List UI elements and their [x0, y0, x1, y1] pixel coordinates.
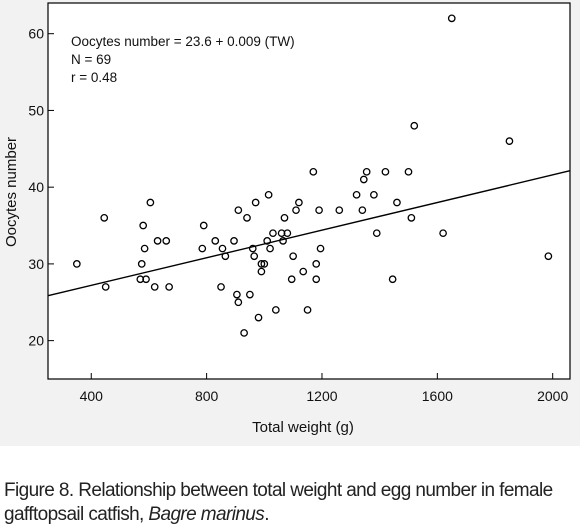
- data-point: [370, 190, 378, 199]
- x-tick-label: 1200: [306, 388, 337, 404]
- data-point: [165, 283, 173, 291]
- y-tick-label: 30: [28, 256, 44, 272]
- caption-period: .: [264, 504, 269, 525]
- data-point: [287, 275, 296, 284]
- data-point: [248, 244, 257, 253]
- data-point: [439, 229, 447, 238]
- data-point: [316, 244, 325, 253]
- data-point: [358, 206, 367, 215]
- data-point: [289, 252, 297, 261]
- caption-text: Figure 8. Relationship between total wei…: [4, 480, 553, 525]
- annotation-r: r = 0.48: [71, 70, 117, 85]
- x-tick-label: 1600: [422, 388, 453, 404]
- data-point: [234, 298, 243, 307]
- data-point: [544, 252, 553, 261]
- annotation-equation: Oocytes number = 23.6 + 0.009 (TW): [71, 34, 295, 49]
- x-tick-label: 400: [80, 388, 104, 404]
- data-point: [199, 221, 208, 230]
- figure-panel: 400 800 1200 1600 2000 20 30 40 50 60 Oocytes num…: [0, 0, 580, 446]
- data-point: [388, 275, 397, 284]
- data-point: [100, 214, 109, 222]
- data-point: [218, 244, 227, 253]
- data-point: [137, 260, 146, 268]
- data-point: [359, 175, 368, 184]
- axes-layer: 400 800 1200 1600 2000 20 30 40 50 60: [28, 26, 571, 404]
- y-tick-label: 20: [28, 333, 44, 349]
- data-point: [295, 198, 303, 207]
- data-point: [243, 214, 251, 222]
- annotation-n: N = 69: [71, 52, 111, 67]
- data-point: [280, 214, 289, 222]
- y-tick-label: 50: [28, 102, 44, 118]
- data-point: [264, 190, 273, 199]
- y-axis-label: Oocytes number: [3, 137, 20, 247]
- data-point: [251, 198, 260, 207]
- data-point: [101, 283, 110, 291]
- points-layer: [72, 14, 553, 337]
- data-point: [72, 260, 81, 268]
- data-point: [198, 244, 207, 253]
- data-point: [146, 198, 155, 207]
- data-point: [372, 229, 381, 238]
- data-point: [292, 206, 300, 215]
- figure-caption: Figure 8. Relationship between total wei…: [4, 479, 578, 527]
- data-point: [362, 167, 371, 176]
- data-point: [352, 190, 361, 199]
- data-point: [140, 244, 149, 253]
- data-point: [246, 290, 254, 299]
- data-point: [447, 14, 456, 23]
- plot-area: [47, 2, 571, 380]
- data-point: [299, 267, 308, 276]
- data-point: [240, 329, 248, 337]
- data-point: [381, 167, 390, 176]
- data-point: [309, 167, 318, 176]
- data-point: [153, 237, 162, 245]
- data-point: [303, 306, 312, 314]
- data-point: [230, 237, 238, 245]
- y-tick-label: 40: [28, 179, 44, 195]
- data-point: [233, 290, 241, 299]
- data-point: [217, 283, 225, 291]
- x-axis-label: Total weight (g): [252, 419, 354, 436]
- data-point: [269, 229, 277, 238]
- scatter-chart: 400 800 1200 1600 2000 20 30 40 50 60 Oocytes num…: [3, 2, 571, 436]
- x-tick-label: 2000: [537, 388, 568, 404]
- data-point: [393, 198, 401, 207]
- data-point: [211, 237, 220, 245]
- data-point: [315, 206, 323, 215]
- data-point: [234, 206, 243, 215]
- data-point: [254, 313, 263, 322]
- data-point: [410, 121, 419, 130]
- y-tick-label: 60: [28, 26, 44, 42]
- data-point: [407, 214, 416, 222]
- data-point: [260, 260, 269, 268]
- data-point: [257, 260, 266, 268]
- data-point: [257, 267, 266, 276]
- data-point: [162, 237, 171, 245]
- data-point: [139, 221, 148, 230]
- x-tick-label: 800: [195, 388, 219, 404]
- data-point: [266, 244, 274, 253]
- data-point: [404, 167, 413, 176]
- data-point: [335, 206, 344, 215]
- caption-species: Bagre marinus: [148, 504, 265, 525]
- data-point: [505, 137, 514, 145]
- data-point: [312, 275, 321, 284]
- regression-line: [47, 170, 571, 297]
- data-point: [250, 252, 259, 261]
- data-point: [271, 306, 280, 314]
- data-point: [283, 229, 292, 238]
- data-point: [142, 275, 150, 284]
- data-point: [221, 252, 230, 261]
- data-point: [150, 283, 159, 291]
- data-point: [279, 237, 287, 245]
- data-point: [263, 237, 272, 245]
- data-point: [312, 260, 321, 268]
